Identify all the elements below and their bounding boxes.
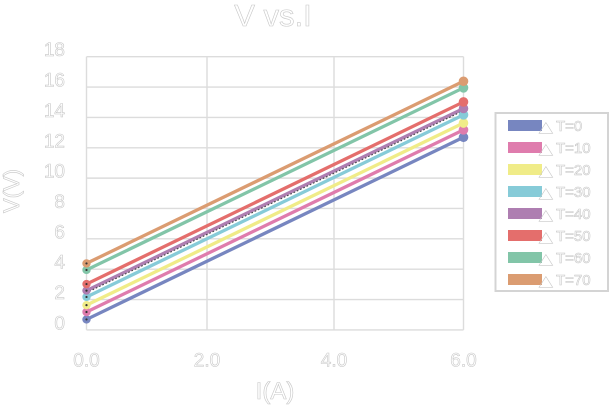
svg-text:16: 16 xyxy=(44,71,65,92)
svg-text:2: 2 xyxy=(54,283,65,304)
svg-text:0.0: 0.0 xyxy=(73,351,99,372)
svg-text:T=20: T=20 xyxy=(556,162,591,179)
svg-text:T=40: T=40 xyxy=(556,206,591,223)
svg-text:V(V): V(V) xyxy=(0,169,24,213)
svg-text:4: 4 xyxy=(54,253,65,274)
svg-text:0: 0 xyxy=(54,313,65,334)
svg-text:4.0: 4.0 xyxy=(321,351,347,372)
svg-text:I(A): I(A) xyxy=(256,378,295,405)
svg-text:T=70: T=70 xyxy=(556,272,591,289)
svg-text:2.0: 2.0 xyxy=(194,351,220,372)
svg-text:14: 14 xyxy=(44,101,66,122)
svg-text:T=0: T=0 xyxy=(556,118,582,135)
svg-text:8: 8 xyxy=(54,192,65,213)
svg-text:V vs.I: V vs.I xyxy=(234,0,312,33)
svg-text:6: 6 xyxy=(54,222,65,243)
svg-text:T=50: T=50 xyxy=(556,228,591,245)
svg-text:T=10: T=10 xyxy=(556,140,591,157)
svg-text:6.0: 6.0 xyxy=(450,351,476,372)
svg-text:T=30: T=30 xyxy=(556,184,591,201)
svg-text:T=60: T=60 xyxy=(556,250,591,267)
svg-text:10: 10 xyxy=(44,162,65,183)
svg-text:12: 12 xyxy=(44,131,65,152)
svg-text:18: 18 xyxy=(44,40,65,61)
